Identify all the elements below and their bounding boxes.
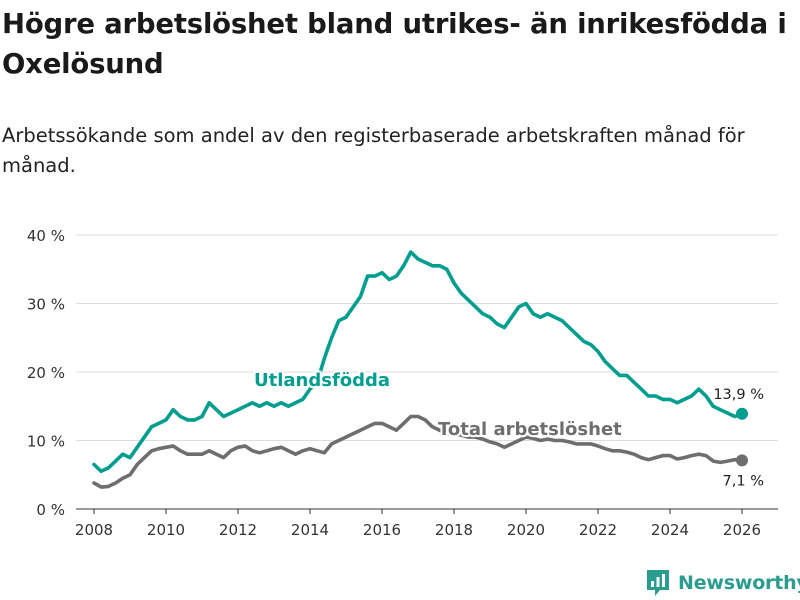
grid-lines bbox=[76, 234, 778, 510]
end-point-utlandsfodda bbox=[736, 407, 748, 420]
brand-logo: Newsworthy bbox=[645, 567, 800, 599]
x-tick-label: 2014 bbox=[291, 521, 329, 539]
x-tick-label: 2022 bbox=[579, 521, 617, 539]
x-tick-label: 2024 bbox=[651, 521, 689, 539]
series-line-total bbox=[92, 414, 744, 489]
line-chart: 0 % 10 % 20 % 30 % 40 % 2008 2010 2012 2014 2016… bbox=[27, 227, 778, 539]
brand-name: Newsworthy bbox=[678, 572, 800, 594]
y-axis: 0 % 10 % 20 % 30 % 40 % bbox=[27, 227, 65, 519]
x-tick-label: 2016 bbox=[363, 521, 401, 539]
chart-title: Högre arbetslöshet bland utrikes- än inr… bbox=[2, 8, 787, 80]
chart-subtitle: Arbetssökande som andel av den registerb… bbox=[2, 124, 745, 177]
x-tick-label: 2010 bbox=[147, 521, 185, 539]
series-labels: Utlandsfödda Total arbetslöshet 13,9 % 7,1 … bbox=[252, 368, 766, 491]
newsworthy-icon bbox=[647, 570, 669, 596]
x-tick-label: 2018 bbox=[435, 521, 473, 539]
series-label-total: Total arbetslöshet bbox=[438, 419, 622, 440]
end-point-total bbox=[736, 454, 748, 467]
y-tick-label: 0 % bbox=[36, 501, 65, 519]
y-tick-label: 30 % bbox=[27, 296, 65, 314]
series-lines bbox=[92, 250, 748, 489]
end-label-total: 7,1 % bbox=[723, 473, 764, 489]
x-tick-label: 2008 bbox=[75, 521, 113, 539]
x-axis: 2008 2010 2012 2014 2016 2018 2020 2022 2024 2026 bbox=[75, 508, 778, 539]
x-tick-label: 2026 bbox=[723, 521, 761, 539]
end-label-utlandsfodda: 13,9 % bbox=[713, 387, 764, 403]
series-label-utlandsfodda: Utlandsfödda bbox=[254, 370, 390, 391]
series-line-utlandsfodda bbox=[92, 250, 744, 474]
x-tick-label: 2020 bbox=[507, 521, 545, 539]
y-tick-label: 10 % bbox=[27, 433, 65, 451]
y-tick-label: 40 % bbox=[27, 227, 65, 245]
y-tick-label: 20 % bbox=[27, 364, 65, 382]
x-tick-label: 2012 bbox=[219, 521, 257, 539]
